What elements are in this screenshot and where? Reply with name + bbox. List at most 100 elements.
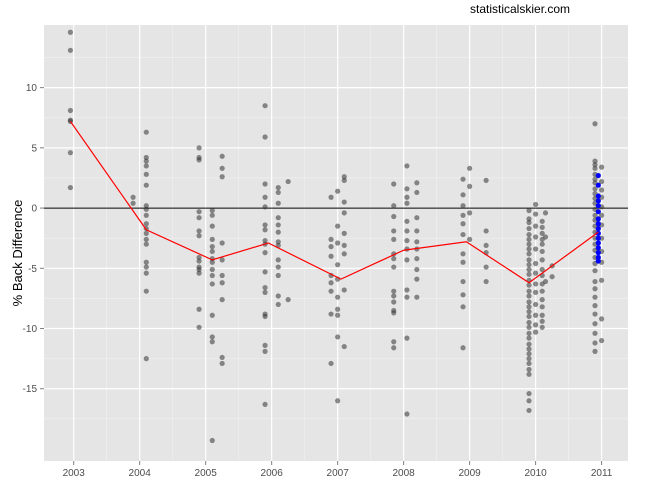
data-point <box>391 181 397 187</box>
data-point <box>526 293 532 299</box>
data-point <box>328 194 334 200</box>
highlight-data-point <box>595 225 601 232</box>
data-point <box>533 312 539 318</box>
data-point <box>209 312 215 318</box>
data-point <box>592 186 598 192</box>
data-point <box>592 330 598 336</box>
data-point <box>335 262 341 268</box>
data-point <box>262 134 268 140</box>
data-point <box>526 262 532 268</box>
data-point <box>539 218 545 224</box>
data-point <box>526 398 532 404</box>
data-point <box>143 270 149 276</box>
data-point <box>483 242 489 249</box>
data-point <box>533 201 539 208</box>
data-point <box>539 257 545 263</box>
y-tick-label: 10 <box>26 83 38 94</box>
data-point <box>483 278 489 285</box>
highlight-data-point <box>595 193 601 199</box>
data-point <box>335 240 341 246</box>
data-point <box>460 212 466 218</box>
data-point <box>328 360 334 367</box>
data-point <box>196 258 202 264</box>
data-point <box>404 218 410 224</box>
data-point <box>526 351 532 357</box>
data-point <box>592 348 598 354</box>
data-point <box>526 225 532 232</box>
data-point <box>219 272 225 279</box>
data-point <box>143 288 149 294</box>
data-point <box>219 174 225 180</box>
data-point <box>262 289 268 295</box>
x-tick-label: 2006 <box>261 468 284 479</box>
data-points <box>67 29 605 444</box>
data-point <box>460 231 466 238</box>
data-point <box>526 216 532 222</box>
data-point <box>262 284 268 291</box>
data-point <box>414 239 420 245</box>
data-point <box>460 292 466 298</box>
data-point <box>526 288 532 294</box>
data-point <box>460 192 466 198</box>
data-point <box>328 244 334 250</box>
data-point <box>592 303 598 309</box>
highlight-data-point <box>595 235 601 241</box>
data-point <box>209 259 215 265</box>
data-point <box>526 341 532 347</box>
data-point <box>599 212 605 218</box>
data-point <box>599 277 605 283</box>
data-point <box>404 257 410 263</box>
data-point <box>262 204 268 210</box>
data-point <box>526 371 532 377</box>
data-point <box>526 219 532 226</box>
site-label: statisticalskier.com <box>470 2 570 16</box>
data-point <box>328 311 334 317</box>
highlight-data-point <box>595 230 601 236</box>
data-point <box>209 437 215 444</box>
data-point <box>262 222 268 228</box>
data-point <box>533 246 539 252</box>
data-point <box>209 334 215 340</box>
data-point <box>219 280 225 286</box>
data-point <box>196 209 202 215</box>
data-point <box>460 304 466 310</box>
data-point <box>196 324 202 330</box>
data-point <box>533 322 539 328</box>
data-point <box>219 354 225 361</box>
data-point <box>391 264 397 270</box>
highlight-data-point <box>595 198 601 204</box>
data-point <box>539 297 545 303</box>
data-point <box>209 266 215 273</box>
data-point <box>526 366 532 373</box>
x-tick-label: 2009 <box>459 468 482 479</box>
data-point <box>196 228 202 234</box>
data-point <box>196 266 202 273</box>
data-point <box>599 164 605 170</box>
data-point <box>262 194 268 200</box>
y-axis: -15 -10 -5 0 5 10 <box>23 83 44 395</box>
data-point <box>341 199 347 205</box>
data-point <box>209 207 215 214</box>
data-point <box>414 294 420 300</box>
data-point <box>526 390 532 397</box>
data-point <box>414 180 420 186</box>
data-point <box>549 274 555 280</box>
data-point <box>483 264 489 270</box>
data-point <box>414 276 420 282</box>
y-tick-label: -5 <box>28 264 37 275</box>
data-point <box>328 253 334 259</box>
data-point <box>262 227 268 233</box>
data-point <box>483 228 489 234</box>
data-point <box>592 286 598 292</box>
data-point <box>404 335 410 341</box>
data-point <box>391 345 397 351</box>
data-point <box>262 348 268 354</box>
data-point <box>209 236 215 242</box>
data-point <box>209 281 215 287</box>
data-point <box>404 294 410 300</box>
data-point <box>196 233 202 239</box>
data-point <box>526 309 532 315</box>
data-point <box>592 294 598 300</box>
data-point <box>414 215 420 221</box>
